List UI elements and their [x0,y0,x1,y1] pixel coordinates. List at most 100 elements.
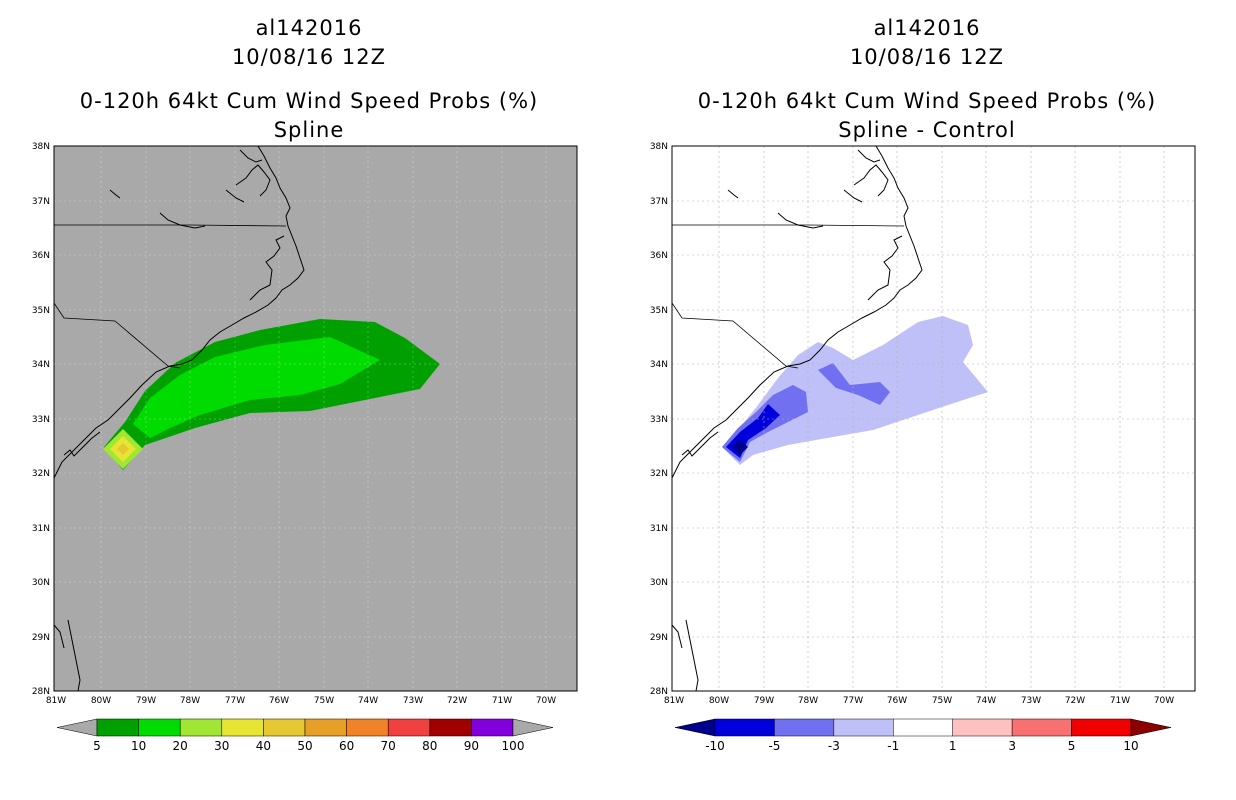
right-map-svg: 38N 37N 36N 35N 34N 33N 32N 31N 30N 29N … [650,142,1196,753]
lat-label: 32N [32,469,50,479]
lat-label: 29N [650,633,668,643]
storm-id-title: al142016 [255,16,363,40]
lon-label: 76W [887,696,907,706]
diff-contour-neg3b [818,363,890,405]
lat-label: 33N [650,415,668,425]
colorbar-label: -5 [768,739,780,753]
graticule [54,146,577,691]
lon-label: 77W [225,696,245,706]
lon-label: 72W [1065,696,1085,706]
lon-label: 78W [798,696,818,706]
graticule [672,146,1195,691]
colorbar-segment [138,718,181,737]
datetime-title: 10/08/16 12Z [231,45,387,69]
lat-label: 33N [32,415,50,425]
colorbar-label: 100 [502,739,525,753]
prob-contour-10 [133,337,380,438]
colorbar-segment [221,718,264,737]
lat-label: 34N [650,360,668,370]
map-frame [53,145,578,692]
colorbar-segment [346,718,389,737]
lat-label: 28N [32,687,50,697]
coastline [671,145,923,692]
lat-label: 35N [650,306,668,316]
right-map-panel: al142016 10/08/16 12Z 0-120h 64kt Cum Wi… [618,0,1236,800]
lat-label: 29N [32,633,50,643]
lon-label: 70W [1154,696,1174,706]
lat-label: 37N [650,197,668,207]
colorbar-label: 30 [214,739,229,753]
colorbar-label: 50 [297,739,312,753]
lon-label: 74W [358,696,378,706]
lon-label: 75W [932,696,952,706]
colorbar-label: 3 [1008,739,1016,753]
lat-label: 38N [32,142,50,152]
lon-label: 78W [180,696,200,706]
lat-axis: 38N 37N 36N 35N 34N 33N 32N 31N 30N 29N … [32,142,50,697]
colorbar-label: -1 [887,739,899,753]
colorbar-segment [893,718,953,737]
lon-label: 79W [754,696,774,706]
lon-label: 80W [709,696,729,706]
lat-label: 30N [32,578,50,588]
colorbar-segment [263,718,306,737]
lat-label: 31N [650,524,668,534]
lon-label: 73W [403,696,423,706]
colorbar-segment [1011,718,1072,737]
lat-label: 38N [650,142,668,152]
colorbar-label: 5 [93,739,101,753]
lat-label: 36N [32,251,50,261]
lon-label: 79W [136,696,156,706]
colorbar-segment [714,718,775,737]
lat-label: 31N [32,524,50,534]
lat-label: 36N [650,251,668,261]
colorbar-label: 70 [381,739,396,753]
colorbar-segment [471,718,514,737]
colorbar-label: -10 [705,739,725,753]
colorbar-under-arrow [674,718,716,737]
lat-label: 32N [650,469,668,479]
lat-label: 35N [32,306,50,316]
lat-label: 28N [650,687,668,697]
colorbar-label: 10 [131,739,146,753]
lat-label: 34N [32,360,50,370]
colorbar-over-arrow [512,718,554,737]
colorbar-segment [1071,718,1132,737]
state-borders [53,224,287,369]
colorbar-segment [833,718,894,737]
lon-axis: 81W 80W 79W 78W 77W 76W 75W 74W 73W 72W … [46,696,556,706]
lon-label: 72W [447,696,467,706]
lon-label: 73W [1021,696,1041,706]
lon-label: 81W [46,696,66,706]
colorbar: -10 -5 -3 -1 1 3 5 10 [674,718,1172,753]
lon-label: 76W [269,696,289,706]
colorbar-label: -3 [828,739,840,753]
lon-label: 77W [843,696,863,706]
prob-contour-40 [117,443,129,455]
lon-label: 81W [664,696,684,706]
colorbar-over-arrow [1130,718,1172,737]
product-title: 0-120h 64kt Cum Wind Speed Probs (%) [697,89,1157,113]
colorbar-label: 20 [173,739,188,753]
diff-contour-neg10 [732,439,748,455]
map-frame [671,145,1196,692]
colorbar-label: 5 [1068,739,1076,753]
colorbar: 5 10 20 30 40 50 60 70 80 90 100 [56,718,554,753]
colorbar-segment [179,718,223,737]
product-title: 0-120h 64kt Cum Wind Speed Probs (%) [79,89,539,113]
lon-label: 71W [492,696,512,706]
datetime-title: 10/08/16 12Z [849,45,1005,69]
lat-axis: 38N 37N 36N 35N 34N 33N 32N 31N 30N 29N … [650,142,668,697]
colorbar-label: 10 [1123,739,1138,753]
lon-label: 80W [91,696,111,706]
subtitle: Spline [273,118,345,142]
lon-label: 71W [1110,696,1130,706]
colorbar-segment [304,718,347,737]
lat-label: 37N [32,197,50,207]
subtitle: Spline - Control [838,118,1016,142]
colorbar-label: 60 [339,739,354,753]
colorbar-segment [387,718,431,737]
colorbar-label: 90 [464,739,479,753]
colorbar-segment [429,718,472,737]
colorbar-under-arrow [56,718,98,737]
